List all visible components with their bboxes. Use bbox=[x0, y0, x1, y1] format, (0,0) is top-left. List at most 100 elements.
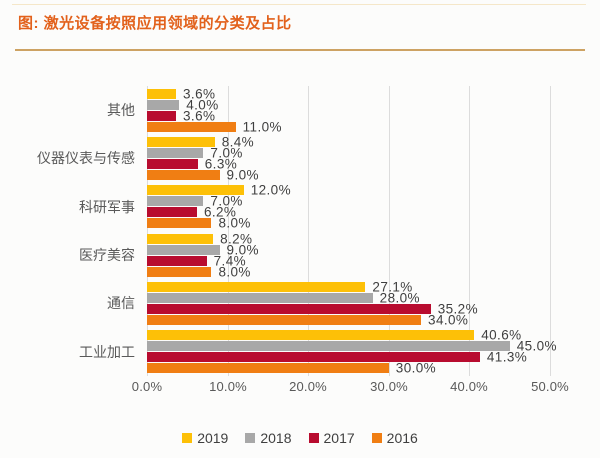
gridline bbox=[147, 86, 148, 376]
category-label: 仪器仪表与传感 bbox=[37, 150, 135, 167]
bar-group: 27.1% 28.0% 35.2% 34.0% bbox=[147, 279, 550, 327]
value-label: 8.4% bbox=[221, 134, 255, 150]
value-label: 40.6% bbox=[481, 327, 522, 343]
bar-track: 3.6% bbox=[147, 86, 550, 102]
value-label: 11.0% bbox=[242, 119, 282, 135]
bar-track: 35.2% bbox=[147, 301, 550, 317]
bar-group: 12.0% 7.0% 6.2% 8.0% bbox=[147, 183, 550, 231]
legend-swatch bbox=[308, 433, 319, 443]
category-label: 科研军事 bbox=[79, 198, 135, 215]
bar-2016 bbox=[147, 363, 389, 374]
bar-track: 7.4% bbox=[147, 253, 550, 269]
bar-track: 9.0% bbox=[147, 167, 550, 183]
bar-track: 12.0% bbox=[147, 182, 550, 198]
bar-track: 4.0% bbox=[147, 97, 550, 113]
bar-2017 bbox=[147, 303, 431, 314]
legend-item: 2016 bbox=[371, 430, 418, 446]
bar-2016 bbox=[147, 314, 422, 325]
legend-label: 2019 bbox=[197, 430, 229, 446]
bar-track: 9.0% bbox=[147, 242, 550, 258]
value-label: 45.0% bbox=[516, 338, 557, 354]
value-label: 8.0% bbox=[218, 215, 251, 231]
bar-2016 bbox=[147, 121, 236, 132]
bar-track: 11.0% bbox=[147, 119, 550, 135]
x-axis-tick-label: 40.0% bbox=[450, 379, 488, 394]
legend-label: 2016 bbox=[386, 430, 418, 446]
legend-label: 2018 bbox=[260, 430, 292, 446]
bar-track: 6.3% bbox=[147, 156, 550, 172]
bar-2018 bbox=[147, 292, 373, 303]
value-label: 3.6% bbox=[183, 108, 216, 124]
bar-2016 bbox=[147, 169, 220, 180]
bar-track: 8.4% bbox=[147, 134, 550, 150]
gridline bbox=[550, 86, 551, 376]
bar-track: 41.3% bbox=[147, 349, 550, 365]
bar-group: 8.2% 9.0% 7.4% 8.0% bbox=[147, 231, 550, 279]
bar-2017 bbox=[147, 110, 177, 121]
legend-item: 2018 bbox=[245, 430, 292, 446]
value-label: 8.2% bbox=[220, 231, 253, 247]
bar-2019 bbox=[147, 233, 214, 244]
bar-2018 bbox=[147, 99, 180, 110]
x-axis-tick-label: 20.0% bbox=[289, 379, 327, 394]
bar-2017 bbox=[147, 158, 198, 169]
value-label: 6.2% bbox=[203, 204, 237, 220]
bar-track: 6.2% bbox=[147, 204, 550, 220]
gridline bbox=[308, 86, 309, 376]
bar-2016 bbox=[147, 266, 212, 277]
value-label: 4.0% bbox=[186, 97, 219, 113]
category-label: 通信 bbox=[107, 295, 135, 312]
value-label: 9.0% bbox=[226, 242, 259, 258]
value-label: 34.0% bbox=[428, 312, 469, 328]
plot-area: 3.6% 4.0% 3.6% 11.0% 8.4% 7.0% 6.3% 9.0% 12.0% 7.… bbox=[147, 86, 557, 376]
bar-2017 bbox=[147, 207, 197, 218]
value-label: 7.4% bbox=[213, 253, 247, 269]
gridline bbox=[469, 86, 470, 376]
value-label: 35.2% bbox=[437, 301, 478, 317]
x-axis-tick-label: 50.0% bbox=[531, 379, 569, 394]
bar-2018 bbox=[147, 244, 220, 255]
bar-2018 bbox=[147, 341, 510, 352]
value-label: 28.0% bbox=[379, 290, 420, 306]
value-label: 12.0% bbox=[250, 182, 291, 198]
value-label: 7.0% bbox=[210, 193, 243, 209]
legend-swatch bbox=[371, 433, 382, 443]
category-axis: 其他 仪器仪表与传感 科研军事 医疗美容 通信 工业加工 bbox=[0, 86, 135, 376]
bar-track: 34.0% bbox=[147, 312, 550, 328]
legend-item: 2019 bbox=[182, 430, 228, 446]
bar-group: 3.6% 4.0% 3.6% 11.0% bbox=[147, 86, 550, 134]
bar-2017 bbox=[147, 255, 207, 266]
category-label: 医疗美容 bbox=[79, 247, 135, 264]
bar-group: 40.6% 45.0% 41.3% 30.0% bbox=[147, 327, 557, 376]
value-label: 30.0% bbox=[395, 360, 437, 376]
bar-track: 7.0% bbox=[147, 145, 550, 161]
bar-2019 bbox=[147, 136, 215, 147]
top-hairline bbox=[12, 4, 586, 5]
bar-track: 8.2% bbox=[147, 231, 550, 247]
x-axis: 0.0% 10.0% 20.0% 30.0% 40.0% 50.0% bbox=[132, 379, 569, 395]
bar-group: 8.4% 7.0% 6.3% 9.0% bbox=[147, 134, 550, 182]
category-label: 其他 bbox=[107, 102, 135, 119]
bar-2019 bbox=[147, 281, 366, 292]
legend-label: 2017 bbox=[323, 430, 355, 446]
title-separator bbox=[15, 49, 585, 51]
value-label: 7.0% bbox=[210, 145, 243, 161]
bar-track: 7.0% bbox=[147, 193, 550, 209]
bar-track: 8.0% bbox=[147, 215, 550, 231]
value-label: 6.3% bbox=[204, 156, 238, 172]
gridline bbox=[389, 86, 390, 376]
bar-2017 bbox=[147, 352, 480, 363]
gridline bbox=[228, 86, 229, 376]
legend-item: 2017 bbox=[308, 430, 355, 446]
value-label: 8.0% bbox=[218, 264, 251, 280]
bar-2016 bbox=[147, 218, 212, 229]
bar-track: 8.0% bbox=[147, 264, 550, 280]
value-label: 41.3% bbox=[486, 349, 528, 365]
bar-2019 bbox=[147, 330, 475, 341]
bar-2018 bbox=[147, 196, 204, 207]
value-label: 3.6% bbox=[183, 86, 216, 102]
x-axis-tick-label: 30.0% bbox=[370, 379, 408, 394]
value-label: 9.0% bbox=[226, 167, 259, 183]
bar-2018 bbox=[147, 147, 204, 158]
legend-swatch bbox=[245, 433, 256, 443]
